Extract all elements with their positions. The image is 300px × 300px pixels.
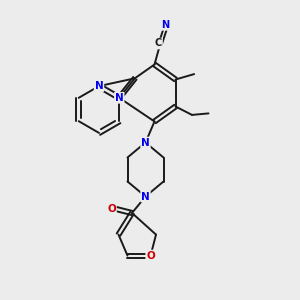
Text: N: N bbox=[141, 191, 150, 202]
Text: O: O bbox=[107, 203, 116, 214]
Text: N: N bbox=[161, 20, 170, 30]
Text: N: N bbox=[141, 137, 150, 148]
Text: N: N bbox=[94, 81, 103, 91]
Text: N: N bbox=[115, 93, 124, 103]
Text: C: C bbox=[155, 38, 162, 49]
Text: O: O bbox=[146, 250, 155, 261]
